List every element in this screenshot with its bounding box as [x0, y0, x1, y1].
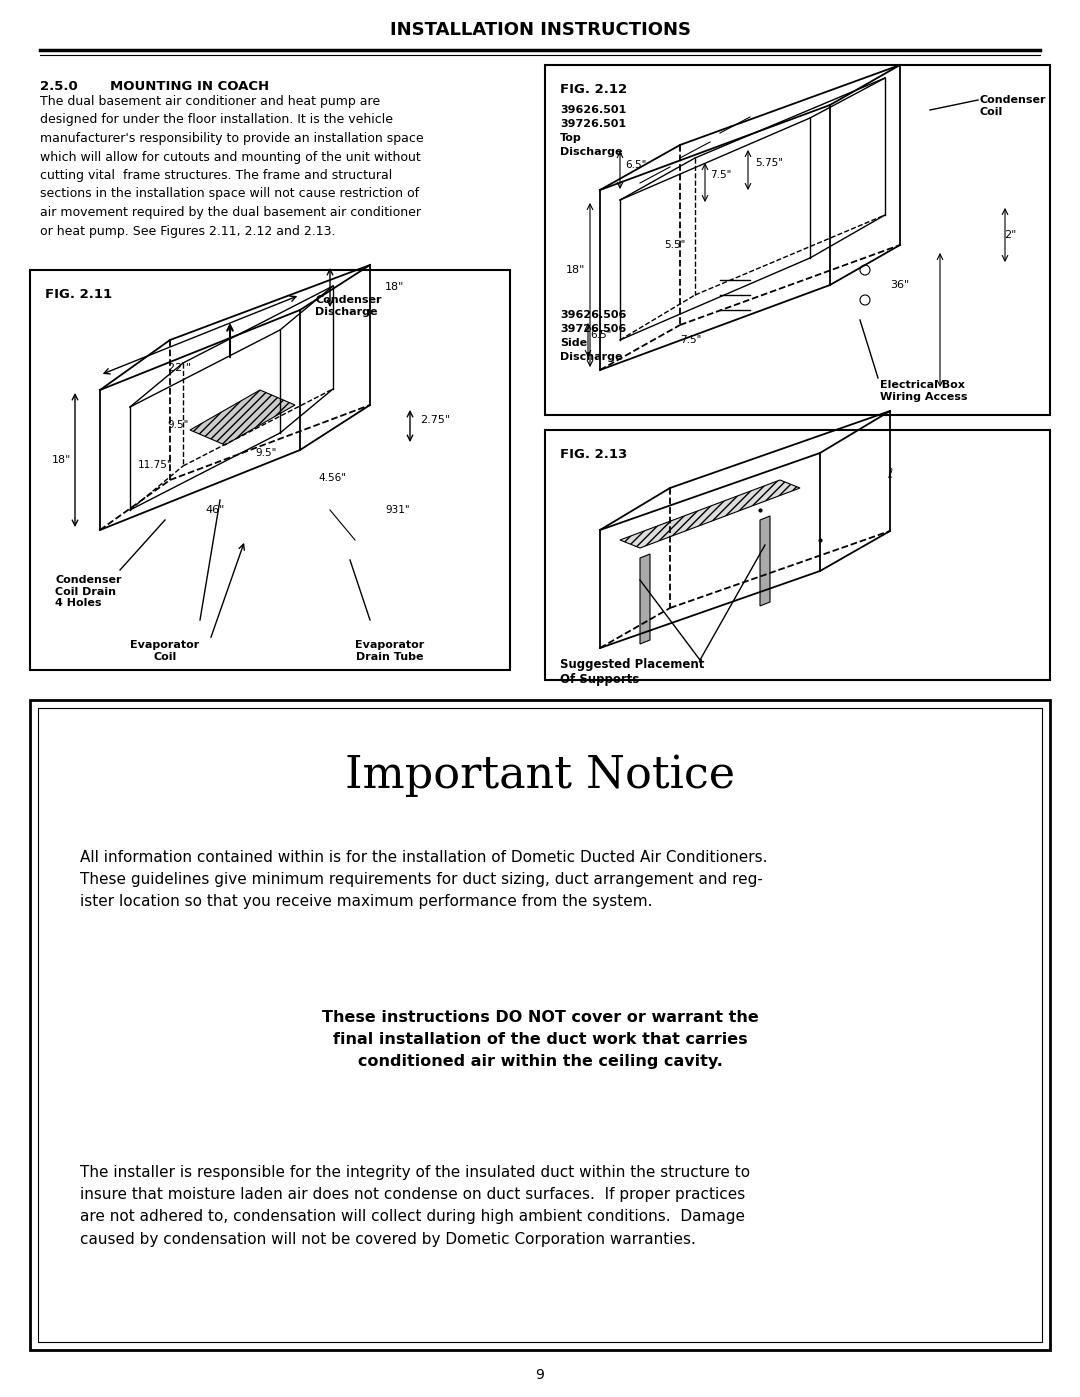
Text: ℓ: ℓ [888, 468, 892, 482]
Text: 46": 46" [205, 504, 225, 515]
Text: FIG. 2.12: FIG. 2.12 [561, 82, 627, 96]
Text: Evaporator
Drain Tube: Evaporator Drain Tube [355, 640, 424, 662]
Bar [30, 270, 510, 671]
Polygon shape [620, 481, 800, 548]
Text: 2.75": 2.75" [420, 415, 450, 425]
Text: 9.5": 9.5" [167, 420, 189, 430]
Text: 6.5": 6.5" [625, 161, 646, 170]
Text: Condenser
Discharge: Condenser Discharge [315, 295, 381, 317]
Text: 39626.501
39726.501
Top
Discharge: 39626.501 39726.501 Top Discharge [561, 105, 626, 156]
Text: INSTALLATION INSTRUCTIONS: INSTALLATION INSTRUCTIONS [390, 21, 690, 39]
Text: FIG. 2.13: FIG. 2.13 [561, 448, 627, 461]
Bar [30, 700, 1050, 1350]
Text: 4.56": 4.56" [318, 474, 346, 483]
Text: 2.5.0: 2.5.0 [40, 80, 78, 94]
Text: 18": 18" [52, 455, 71, 465]
Text: 39626.506
39726.506
Side
Discharge: 39626.506 39726.506 Side Discharge [561, 310, 626, 362]
Text: 18": 18" [384, 282, 404, 292]
Text: Condenser
Coil: Condenser Coil [980, 95, 1047, 116]
Text: Electrical Box
Wiring Access: Electrical Box Wiring Access [880, 380, 968, 401]
Text: Suggested Placement
Of Supports: Suggested Placement Of Supports [561, 658, 704, 686]
Text: MOUNTING IN COACH: MOUNTING IN COACH [110, 80, 269, 94]
Bar [545, 430, 1050, 680]
Text: The dual basement air conditioner and heat pump are
designed for under the floor: The dual basement air conditioner and he… [40, 95, 423, 237]
Text: 2": 2" [1003, 231, 1016, 240]
Text: All information contained within is for the installation of Dometic Ducted Air C: All information contained within is for … [80, 849, 768, 909]
Text: These instructions DO NOT cover or warrant the
final installation of the duct wo: These instructions DO NOT cover or warra… [322, 1010, 758, 1069]
Text: 36": 36" [890, 279, 909, 291]
Text: 11.75": 11.75" [137, 460, 173, 469]
Text: The installer is responsible for the integrity of the insulated duct within the : The installer is responsible for the int… [80, 1165, 751, 1246]
Polygon shape [190, 390, 295, 446]
Text: Condenser
Coil Drain
4 Holes: Condenser Coil Drain 4 Holes [55, 576, 121, 608]
Text: 5.5": 5.5" [664, 240, 686, 250]
Polygon shape [640, 555, 650, 644]
Text: 18": 18" [566, 265, 585, 275]
Text: Important Notice: Important Notice [345, 753, 735, 796]
Text: 7.5": 7.5" [710, 170, 731, 180]
Bar [545, 66, 1050, 415]
Text: 5.75": 5.75" [755, 158, 783, 168]
Text: 9.5": 9.5" [255, 448, 276, 458]
Bar [38, 708, 1042, 1343]
Text: 7.5": 7.5" [680, 335, 701, 345]
Text: Evaporator
Coil: Evaporator Coil [131, 640, 200, 662]
Text: 9: 9 [536, 1368, 544, 1382]
Text: 931": 931" [384, 504, 409, 515]
Text: FIG. 2.11: FIG. 2.11 [45, 288, 112, 300]
Polygon shape [760, 515, 770, 606]
Text: 22 ": 22 " [168, 363, 191, 373]
Text: 6.5": 6.5" [590, 330, 611, 339]
